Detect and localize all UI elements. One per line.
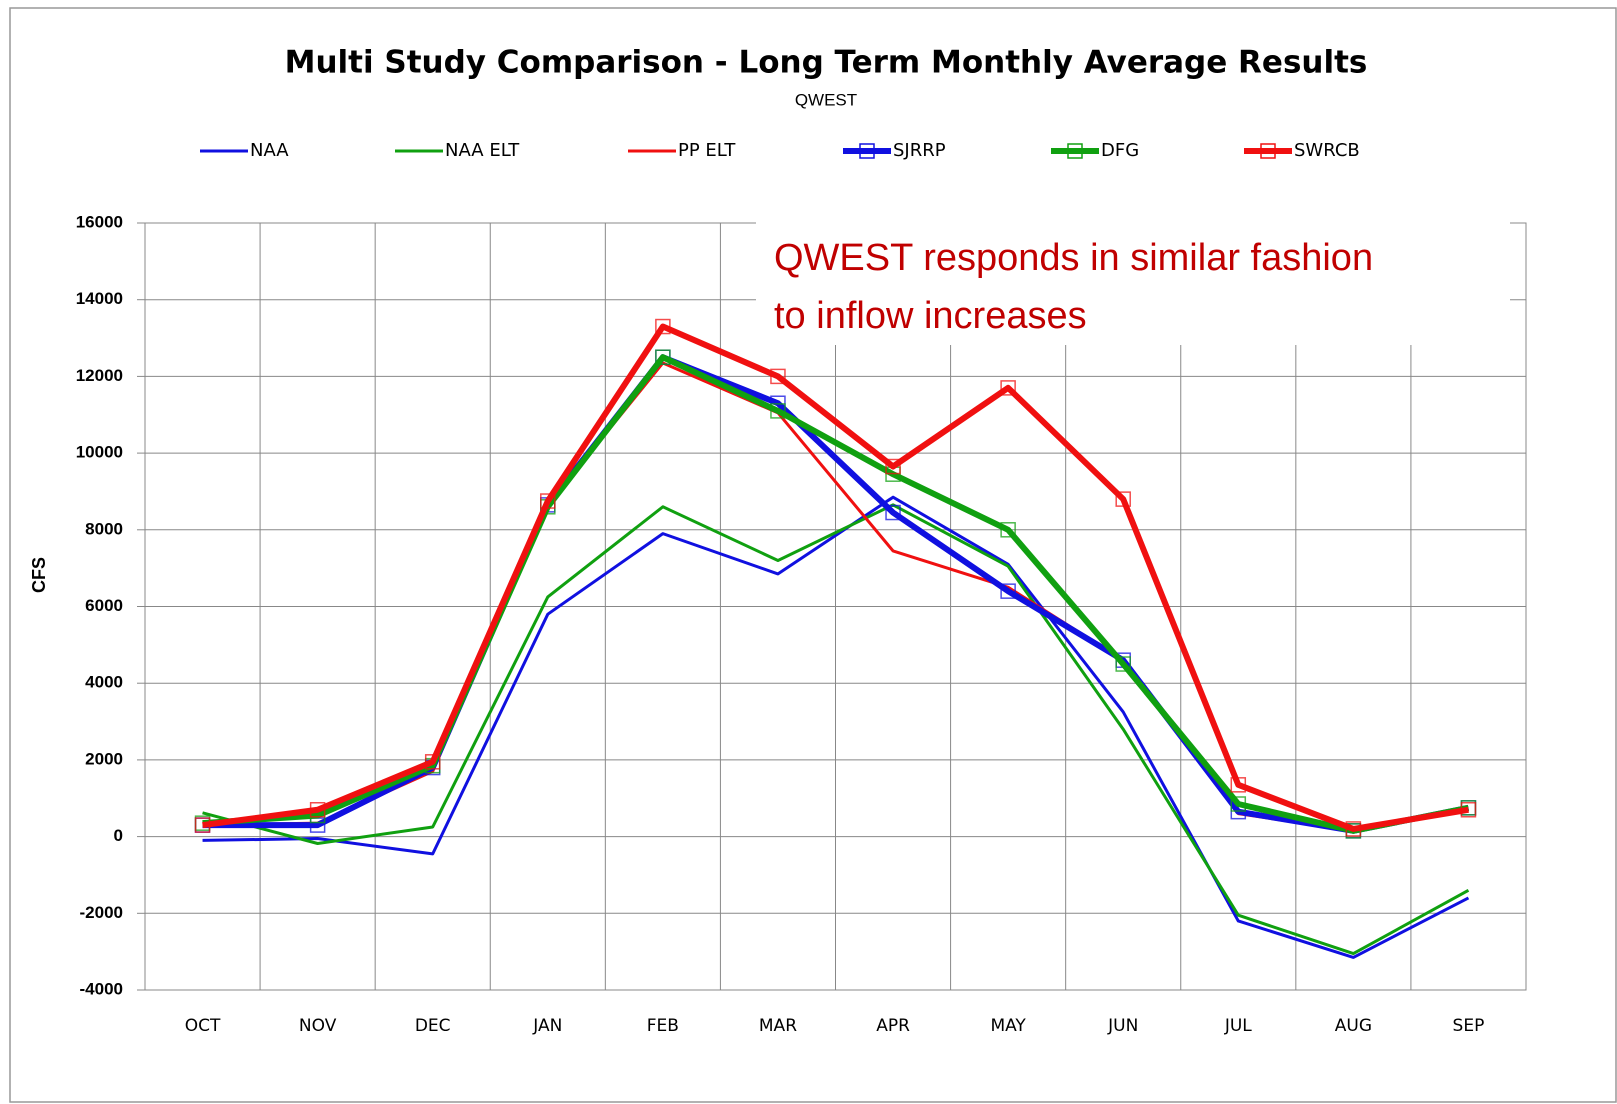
annotation: to inflow increases: [774, 295, 1087, 337]
annotation-box: [756, 216, 1510, 345]
x-tick-label: AUG: [1335, 1016, 1372, 1036]
marker: [309, 802, 326, 818]
legend-label: SJRRP: [893, 140, 946, 161]
y-axis-label: CFS: [29, 557, 49, 593]
y-tick-label: 14000: [76, 289, 123, 308]
x-tick-label: DEC: [415, 1016, 451, 1036]
y-tick-label: -2000: [80, 903, 123, 922]
x-tick-label: APR: [876, 1016, 910, 1036]
series-line: [202, 503, 1470, 956]
x-tick-label: FEB: [647, 1016, 679, 1036]
marker: [1460, 802, 1477, 818]
marker: [770, 368, 786, 385]
x-tick-label: MAY: [990, 1016, 1026, 1036]
x-tick-label: MAR: [759, 1016, 797, 1036]
y-tick-label: 8000: [85, 519, 123, 538]
marker: [1115, 656, 1131, 672]
marker: [194, 817, 211, 833]
chart-subtitle: QWEST: [795, 90, 857, 109]
marker: [1000, 522, 1016, 538]
x-tick-label: JUL: [1224, 1016, 1252, 1036]
legend-label: NAA: [250, 140, 289, 161]
series: [194, 318, 1477, 959]
y-tick-label: 2000: [85, 749, 123, 768]
x-tick-label: NOV: [299, 1016, 337, 1036]
annotation: QWEST responds in similar fashion: [774, 237, 1373, 279]
legend-label: NAA ELT: [445, 140, 520, 161]
marker: [540, 493, 556, 509]
marker: [655, 318, 671, 335]
y-tick-label: 6000: [85, 596, 123, 615]
marker: [1000, 583, 1016, 599]
marker: [1000, 380, 1016, 396]
marker: [770, 403, 786, 419]
marker: [885, 458, 901, 475]
marker: [1230, 796, 1247, 812]
y-tick-label: 0: [114, 826, 123, 845]
legend-marker: [1260, 143, 1276, 159]
y-tick-label: 4000: [85, 673, 123, 692]
legend-label: SWRCB: [1294, 140, 1360, 161]
marker: [1230, 777, 1247, 793]
y-tick-label: -4000: [80, 979, 123, 998]
x-tick-label: OCT: [185, 1016, 221, 1036]
x-tick-label: JUN: [1107, 1016, 1138, 1036]
legend-marker: [859, 143, 875, 159]
series-line: [202, 495, 1470, 959]
legend-label: DFG: [1101, 140, 1139, 161]
marker: [1115, 491, 1131, 507]
marker: [424, 754, 441, 770]
chart-title: Multi Study Comparison - Long Term Month…: [285, 45, 1368, 81]
series-line: [202, 323, 1469, 832]
marker: [1345, 821, 1362, 837]
marker: [885, 504, 901, 521]
chart-frame: [9, 7, 1617, 1103]
y-tick-label: 12000: [76, 366, 123, 385]
y-tick-label: 10000: [76, 443, 123, 462]
y-tick-label: 16000: [76, 212, 123, 231]
marker: [655, 349, 671, 365]
x-tick-label: SEP: [1453, 1016, 1485, 1036]
x-tick-label: JAN: [532, 1016, 562, 1036]
legend: NAA NAA ELT PP ELT SJRRP DFG SWRCB: [200, 140, 1360, 161]
legend-marker: [1067, 143, 1083, 159]
series-line: [202, 354, 1470, 834]
legend-label: PP ELT: [678, 140, 736, 161]
